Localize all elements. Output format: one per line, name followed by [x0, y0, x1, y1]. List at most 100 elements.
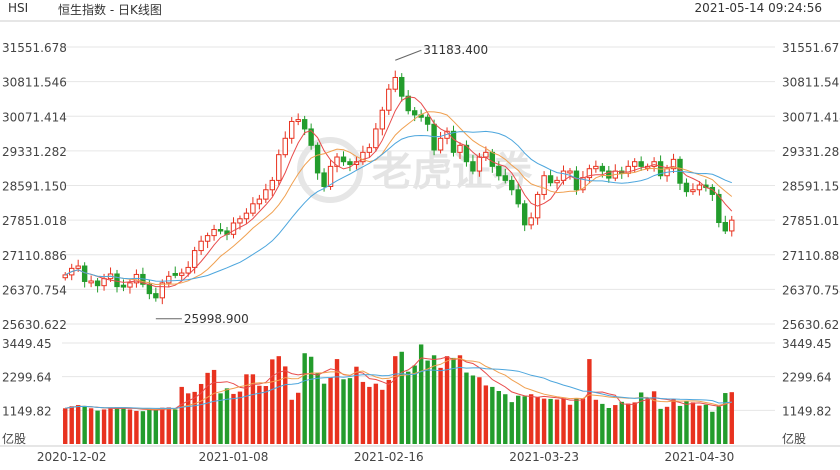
price-tick-left: 27851.018 [2, 214, 67, 228]
volume-bar [127, 409, 133, 444]
volume-bar [406, 371, 411, 444]
candle-body [379, 109, 386, 130]
candle-body [172, 273, 178, 276]
volume-bar [600, 403, 605, 444]
volume-bar [75, 405, 81, 444]
volume-bar [231, 393, 236, 444]
volume-bar [690, 402, 696, 444]
candle-body [457, 144, 463, 153]
price-tick-right: 27851.018 [782, 214, 840, 228]
candle-body [399, 76, 405, 97]
volume-ma20-line [65, 366, 732, 409]
volume-unit-right: 亿股 [782, 431, 806, 446]
volume-bar [367, 386, 372, 444]
volume-bar [147, 408, 152, 444]
volume-bar [237, 391, 243, 444]
date-label: 2021-03-23 [509, 450, 579, 464]
candle-body [606, 170, 612, 179]
volume-bar [664, 406, 670, 444]
volume-bar [283, 366, 288, 444]
candle-body [166, 275, 172, 284]
volume-bar [710, 411, 715, 444]
price-tick-right: 29331.282 [782, 145, 840, 159]
price-tick-left: 26370.754 [2, 283, 67, 297]
candle-body [586, 168, 593, 179]
candle-body [314, 144, 321, 174]
volume-bar [451, 357, 456, 444]
volume-bar [587, 359, 592, 444]
candle-body [321, 172, 327, 187]
volume-bar [224, 388, 230, 444]
candle-body [94, 280, 101, 287]
volume-bar [503, 394, 508, 444]
candle-body [547, 175, 554, 184]
volume-bar [341, 379, 346, 444]
candle-body [476, 156, 483, 172]
volume-bar [554, 399, 560, 444]
candle-body [211, 229, 217, 237]
price-ma20-line [64, 130, 732, 282]
volume-tick-left: 1149.82 [2, 404, 52, 418]
candle-body [146, 283, 153, 295]
volume-bar [140, 411, 146, 444]
candle-body [528, 217, 534, 226]
annotation-low-label: 25998.900 [184, 312, 249, 326]
candle-body [120, 284, 127, 288]
volume-bar [160, 407, 165, 444]
volume-bar [613, 405, 618, 444]
volume-bar [580, 398, 586, 444]
volume-bar [425, 360, 430, 444]
candle-body [567, 170, 573, 174]
volume-bar [192, 391, 197, 444]
volume-bar [63, 408, 68, 444]
candle-body [521, 203, 528, 226]
candle-body [405, 95, 411, 112]
candle-body [204, 235, 211, 242]
candle-body [386, 88, 392, 111]
candle-body [496, 165, 502, 177]
candle-body [560, 170, 567, 181]
volume-bar [645, 398, 650, 444]
volume-bar [567, 404, 573, 444]
candle-body [360, 151, 366, 163]
volume-tick-right: 2299.64 [782, 371, 832, 385]
candle-body [470, 161, 476, 172]
volume-tick-right: 1149.82 [782, 404, 832, 418]
candle-body [101, 278, 107, 287]
volume-bar [393, 356, 398, 444]
volume-bar [270, 359, 275, 444]
candle-body [301, 119, 308, 130]
volume-bar [632, 402, 637, 444]
candle-body [127, 282, 133, 288]
annotation-high-label: 31183.400 [423, 43, 488, 57]
volume-bar [88, 408, 94, 444]
volume-bar [328, 377, 333, 444]
candle-body [437, 137, 444, 151]
candle-body [424, 116, 431, 125]
candle-body [263, 189, 269, 200]
volume-bar [257, 385, 262, 444]
volume-bar [185, 393, 191, 444]
candle-body [599, 165, 606, 172]
volume-bar [134, 410, 139, 444]
volume-unit-left: 亿股 [2, 431, 26, 446]
volume-bar [516, 395, 521, 444]
volume-bar [477, 377, 482, 444]
volume-bar [464, 372, 469, 444]
date-label: 2021-02-16 [354, 450, 424, 464]
volume-bar [658, 408, 663, 444]
volume-bar [179, 386, 184, 444]
volume-bar [360, 381, 366, 444]
candle-body [450, 130, 457, 153]
price-tick-right: 30811.546 [782, 76, 840, 90]
volume-tick-right: 3449.45 [782, 337, 832, 351]
price-tick-right: 28591.150 [782, 180, 840, 194]
candle-body [683, 182, 690, 193]
volume-bar [593, 399, 599, 444]
watermark-text: 老虎证券 [372, 149, 533, 195]
volume-bar [535, 397, 540, 444]
candle-body [250, 203, 256, 214]
volume-bar [677, 405, 683, 444]
volume-bar [703, 404, 709, 444]
candle-body [347, 161, 353, 166]
